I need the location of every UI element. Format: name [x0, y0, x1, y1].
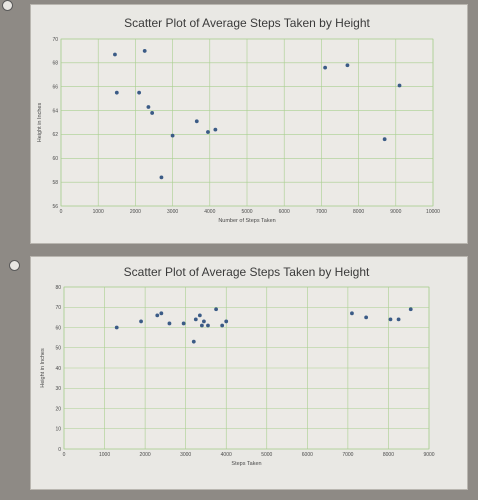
data-point: [220, 323, 225, 328]
data-point: [159, 311, 164, 316]
data-point: [146, 105, 151, 109]
x-tick-label: 7000: [342, 452, 353, 458]
x-tick-label: 1000: [93, 209, 104, 215]
data-point: [364, 315, 369, 320]
data-point: [114, 325, 119, 330]
data-point: [408, 307, 413, 312]
y-tick-label: 66: [52, 85, 58, 91]
y-tick-label: 64: [52, 108, 58, 114]
y-axis-label: Height in Inches: [40, 348, 46, 388]
y-tick-label: 60: [55, 325, 61, 331]
chart-panel-2: Scatter Plot of Average Steps Taken by H…: [30, 256, 468, 490]
y-axis-label: Height in Inches: [37, 103, 43, 143]
data-point: [181, 321, 186, 326]
x-tick-label: 0: [60, 209, 63, 215]
y-tick-label: 58: [52, 180, 58, 186]
data-point: [350, 311, 354, 316]
x-tick-label: 7000: [316, 209, 327, 215]
x-tick-label: 1000: [99, 452, 110, 458]
x-tick-label: 6000: [302, 452, 313, 458]
data-point: [114, 90, 119, 95]
data-point: [197, 313, 202, 318]
data-point: [137, 90, 142, 95]
x-tick-label: 0: [63, 452, 66, 458]
y-tick-label: 56: [52, 204, 58, 210]
x-tick-label: 5000: [261, 452, 272, 458]
chart-title: Scatter Plot of Average Steps Taken by H…: [124, 16, 370, 30]
y-tick-label: 70: [52, 37, 58, 43]
x-tick-label: 8000: [383, 452, 394, 458]
data-point: [323, 65, 328, 70]
x-tick-label: 2000: [130, 209, 141, 215]
x-tick-label: 9000: [423, 452, 434, 458]
x-tick-label: 3000: [167, 209, 178, 215]
data-point: [202, 319, 206, 324]
y-tick-label: 50: [55, 346, 61, 352]
data-point: [199, 323, 204, 328]
scatter-chart-1: Scatter Plot of Average Steps Taken by H…: [37, 16, 440, 224]
y-tick-label: 68: [52, 61, 58, 67]
data-point: [159, 175, 164, 180]
x-tick-label: 5000: [241, 209, 252, 215]
y-tick-label: 30: [55, 386, 61, 392]
y-tick-label: 10: [55, 427, 61, 433]
x-tick-label: 9000: [390, 209, 401, 215]
data-point: [167, 321, 172, 326]
x-tick-label: 2000: [140, 452, 151, 458]
data-point: [194, 119, 199, 124]
x-tick-label: 8000: [353, 209, 364, 215]
data-point: [382, 137, 387, 142]
chart-panel-1: Scatter Plot of Average Steps Taken by H…: [30, 4, 468, 244]
data-point: [213, 127, 218, 132]
x-tick-label: 4000: [204, 209, 215, 215]
y-tick-label: 20: [55, 406, 61, 412]
chart-title: Scatter Plot of Average Steps Taken by H…: [124, 265, 370, 279]
y-tick-label: 70: [55, 305, 61, 311]
data-point: [193, 317, 198, 322]
x-tick-label: 10000: [426, 209, 440, 215]
y-tick-label: 62: [52, 132, 58, 138]
data-point: [113, 52, 117, 57]
y-tick-label: 80: [55, 285, 61, 291]
data-point: [142, 49, 147, 53]
x-axis-label: Number of Steps Taken: [218, 218, 275, 224]
y-tick-label: 0: [58, 447, 61, 453]
x-axis-label: Steps Taken: [231, 461, 261, 467]
data-point: [206, 130, 210, 134]
y-tick-label: 60: [52, 156, 58, 162]
x-tick-label: 3000: [180, 452, 191, 458]
data-point: [397, 83, 402, 88]
data-point: [214, 307, 218, 312]
option-radio-1[interactable]: [2, 0, 13, 11]
option-radio-2[interactable]: [9, 260, 20, 271]
data-point: [155, 313, 160, 318]
data-point: [396, 317, 401, 322]
data-point: [206, 323, 210, 328]
data-point: [191, 339, 196, 344]
data-point: [170, 133, 175, 138]
data-point: [150, 111, 155, 115]
x-tick-label: 4000: [221, 452, 232, 458]
data-point: [224, 319, 229, 324]
x-tick-label: 6000: [279, 209, 290, 215]
y-tick-label: 40: [55, 366, 61, 372]
data-point: [139, 319, 143, 324]
data-point: [345, 63, 350, 68]
data-point: [388, 317, 393, 322]
scatter-chart-2: Scatter Plot of Average Steps Taken by H…: [40, 265, 435, 467]
